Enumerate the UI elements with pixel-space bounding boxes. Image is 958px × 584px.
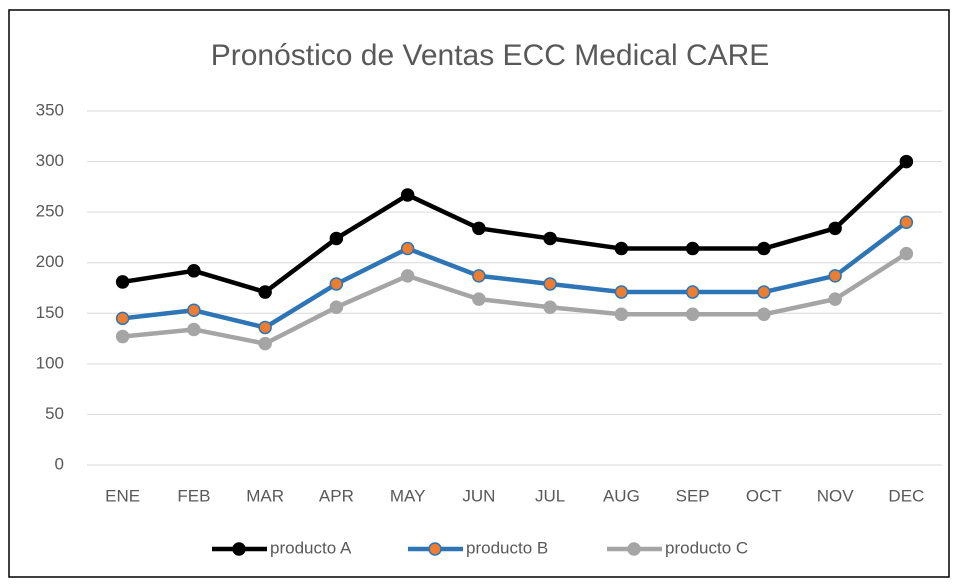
point-marker [757,285,771,299]
x-tick-label: APR [319,486,354,505]
y-tick-label: 50 [45,404,64,423]
point-marker [187,264,201,278]
point-marker [828,221,842,236]
point-marker [899,215,914,230]
legend-marker [627,542,641,556]
point-marker [258,336,272,351]
point-marker [899,154,914,169]
legend-marker [232,542,246,556]
point-marker [899,246,914,261]
point-marker [472,221,486,236]
point-marker [472,269,486,283]
point-marker [614,307,629,322]
point-marker [757,307,771,322]
x-tick-label: MAY [390,486,426,505]
y-tick-label: 0 [55,454,64,473]
x-tick-label: SEP [676,486,710,505]
series-line [122,251,908,346]
legend-marker [428,542,442,556]
point-marker [543,277,557,291]
point-marker [187,322,201,337]
point-marker [614,241,629,256]
series-line [122,220,908,330]
y-tick-label: 100 [36,353,64,372]
x-tick-label: FEB [177,486,210,505]
point-marker [115,329,130,344]
y-tick-label: 250 [36,202,64,221]
x-tick-label: JUN [462,486,495,505]
point-marker [400,188,415,202]
series-line [122,159,908,295]
chart-title: Pronóstico de Ventas ECC Medical CARE [211,39,770,72]
point-marker [400,241,415,256]
y-tick-label: 350 [36,100,64,119]
point-marker [757,241,771,256]
point-marker [828,292,842,306]
point-marker [472,292,486,306]
point-marker [828,269,842,283]
point-marker [543,231,557,246]
x-tick-label: JUL [535,486,565,505]
point-marker [115,275,130,289]
y-tick-label: 200 [36,252,64,271]
point-marker [543,300,557,314]
point-marker [187,303,201,318]
point-marker [329,300,344,314]
x-tick-label: MAR [246,486,284,505]
point-marker [329,231,344,246]
y-tick-label: 300 [36,151,64,170]
point-marker [258,320,272,335]
point-marker [685,307,700,322]
point-marker [400,269,415,283]
legend-label: producto A [270,538,352,557]
x-tick-label: ENE [105,486,140,505]
legend-label: producto C [665,538,748,557]
point-marker [685,285,700,299]
point-marker [115,311,130,326]
x-tick-label: OCT [746,486,782,505]
y-tick-label: 150 [36,303,64,322]
x-tick-label: NOV [817,486,855,505]
point-marker [329,277,344,291]
x-tick-label: AUG [603,486,640,505]
point-marker [685,241,700,256]
legend-label: producto B [466,538,548,557]
point-marker [258,285,272,299]
x-tick-label: DEC [888,486,924,505]
point-marker [614,285,629,299]
